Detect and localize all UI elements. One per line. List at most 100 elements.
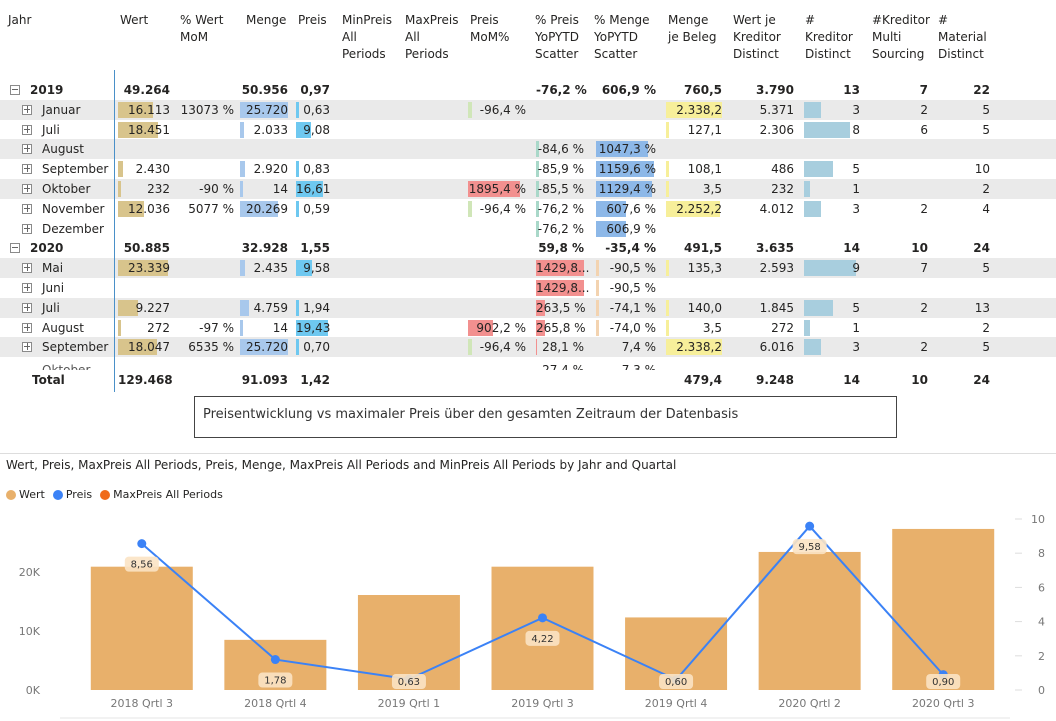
data-bar xyxy=(240,319,243,336)
cell-wert-kred: 272 xyxy=(732,318,794,338)
y-axis-tick-label: 0K xyxy=(26,684,41,697)
column-header[interactable]: % Wert MoM xyxy=(180,13,224,44)
month-row[interactable]: Januar 16.113 13073 % 25.720 0,63 -96,4 % 2.33… xyxy=(0,99,1056,120)
column-header[interactable]: Wert xyxy=(120,13,149,27)
y2-axis-tick-label: 4 xyxy=(1038,616,1045,629)
column-header[interactable]: Wert je Kreditor Distinct xyxy=(733,13,781,61)
month-row[interactable]: August -84,6 % 1047,3 % xyxy=(0,139,1056,160)
column-header[interactable]: Jahr xyxy=(8,13,32,27)
data-bar xyxy=(804,161,833,178)
year-row[interactable]: 2019 49.264 50.956 0,97 -76,2 % 606,9 % 760,5 3… xyxy=(0,80,1056,100)
cell-value: 6 xyxy=(920,122,928,137)
column-header[interactable]: MaxPreis All Periods xyxy=(405,13,459,61)
expand-icon[interactable] xyxy=(22,203,32,214)
expand-icon[interactable] xyxy=(22,184,32,194)
legend-dot-icon xyxy=(100,489,111,500)
column-header[interactable]: Menge xyxy=(246,13,287,27)
expand-icon[interactable] xyxy=(22,223,32,234)
cell-menge: 2.033 xyxy=(240,120,288,140)
cell-wert-kred: 6.016 xyxy=(732,337,794,357)
collapse-icon[interactable] xyxy=(10,243,20,254)
legend-item[interactable]: Wert xyxy=(6,488,45,501)
column-header[interactable]: Preis MoM% xyxy=(470,13,510,44)
cell-multi: 2 xyxy=(870,199,928,219)
cell-preis: 9,58 xyxy=(296,258,330,278)
month-row[interactable]: Dezember -76,2 % 606,9 % xyxy=(0,219,1056,239)
legend-label: MaxPreis All Periods xyxy=(113,488,223,501)
column-header[interactable]: Preis xyxy=(298,13,327,27)
month-row[interactable]: Juli 18.451 2.033 9,08 127,1 2.306 8 6 5 xyxy=(0,120,1056,140)
data-bar xyxy=(596,299,599,316)
cell-wert: 2.430 xyxy=(118,159,170,179)
cell-preis: 0,83 xyxy=(296,159,330,179)
row-label: August xyxy=(42,142,84,157)
cell-value: 760,5 xyxy=(684,83,722,97)
chart-legend[interactable]: Wert Preis MaxPreis All Periods xyxy=(6,488,223,501)
cell-preis: 1,55 xyxy=(296,238,330,258)
data-bar xyxy=(468,101,472,118)
cell-value: 14 xyxy=(272,182,288,196)
cell-value: 5 xyxy=(982,122,990,137)
cell-kred: 8 xyxy=(804,120,860,140)
cell-value: 3,5 xyxy=(702,182,722,196)
month-row[interactable]: November 12.036 5077 % 20.269 0,59 -96,4 % -76… xyxy=(0,199,1056,219)
expand-icon[interactable] xyxy=(22,283,32,293)
expand-icon[interactable] xyxy=(22,302,32,313)
expand-icon[interactable] xyxy=(22,164,32,175)
cell-menge: 25.720 xyxy=(240,100,288,120)
cell-menge-yopytd: -35,4 % xyxy=(596,238,656,258)
column-header[interactable]: % Preis YoPYTD Scatter xyxy=(535,13,579,61)
cell-wert-mom: 6535 % xyxy=(178,337,234,357)
preis-point xyxy=(270,655,280,665)
cell-value: 13073 % xyxy=(180,102,234,117)
cell-value: 272 xyxy=(147,320,170,335)
cell-preis-yopytd: 1429,8... xyxy=(536,258,589,278)
legend-item[interactable]: Preis xyxy=(52,488,92,501)
cell-value: 272 xyxy=(771,320,794,335)
column-header[interactable]: % Menge YoPYTD Scatter xyxy=(594,13,650,61)
month-row[interactable]: Juni 1429,8... -90,5 % xyxy=(0,278,1056,298)
cell-value: 5 xyxy=(982,261,990,276)
total-multi: 10 xyxy=(911,373,928,387)
cell-value: 2.033 xyxy=(253,122,288,137)
month-row[interactable]: Oktober 232 -90 % 14 16,61 1895,4 % -85,5 % 112… xyxy=(0,179,1056,199)
collapse-icon[interactable] xyxy=(10,85,20,95)
expand-icon[interactable] xyxy=(22,263,32,274)
data-bar xyxy=(804,319,810,336)
legend-item[interactable]: MaxPreis All Periods xyxy=(100,488,223,501)
cell-value: 22 xyxy=(973,83,990,97)
month-row[interactable]: August 272 -97 % 14 19,43 902,2 % 265,8 % -74,0… xyxy=(0,318,1056,338)
text-box[interactable]: Preisentwicklung vs maximaler Preis über… xyxy=(194,396,897,438)
expand-icon[interactable] xyxy=(22,144,32,155)
month-row[interactable]: Mai 23.339 2.435 9,58 1429,8... -90,5 % 135,3 2… xyxy=(0,258,1056,279)
year-row[interactable]: 2020 50.885 32.928 1,55 59,8 % -35,4 % 491,5 3.… xyxy=(0,238,1056,258)
expand-icon[interactable] xyxy=(22,124,32,135)
expand-icon[interactable] xyxy=(22,104,32,115)
cell-menge-beleg: 135,3 xyxy=(666,258,722,278)
column-header[interactable]: MinPreis All Periods xyxy=(342,13,392,61)
cell-kred: 14 xyxy=(804,238,860,258)
month-row[interactable]: September 18.047 6535 % 25.720 0,70 -96,4 % 28… xyxy=(0,337,1056,358)
cell-preis-yopytd: 59,8 % xyxy=(536,238,584,258)
cell-value: -74,1 % xyxy=(609,300,656,315)
combo-chart[interactable]: Wert, Preis, MaxPreis All Periods, Preis… xyxy=(0,450,1056,721)
data-bar xyxy=(118,121,158,138)
cell-value: 0,97 xyxy=(300,83,330,97)
expand-icon[interactable] xyxy=(22,322,32,333)
cell-value: -96,4 % xyxy=(479,102,526,117)
column-header[interactable]: Menge je Beleg xyxy=(668,13,717,44)
data-bar xyxy=(240,121,244,138)
text-box-content: Preisentwicklung vs maximaler Preis über… xyxy=(203,407,739,422)
column-header[interactable]: # Kreditor Distinct xyxy=(805,13,853,61)
expand-icon[interactable] xyxy=(22,342,32,353)
wert-bar xyxy=(90,566,193,690)
column-header[interactable]: #Kreditor Multi Sourcing xyxy=(872,13,930,61)
month-row[interactable]: Juli 9.227 4.759 1,94 263,5 % -74,1 % 140,0 1.8… xyxy=(0,297,1056,318)
cell-value: -90,5 % xyxy=(609,281,656,295)
column-header[interactable]: # Material Distinct xyxy=(938,13,987,61)
y2-axis-tick-label: 6 xyxy=(1038,581,1045,594)
chart-plot[interactable]: 0K 10K 20K 0 2 4 6 8 10 2018 Qrtl 3 2018 Qrtl 4 201… xyxy=(0,450,1056,721)
row-label: August xyxy=(42,320,84,335)
data-bar xyxy=(118,260,168,277)
month-row[interactable]: September 2.430 2.920 0,83 -85,9 % 1159,6 % 10… xyxy=(0,159,1056,179)
